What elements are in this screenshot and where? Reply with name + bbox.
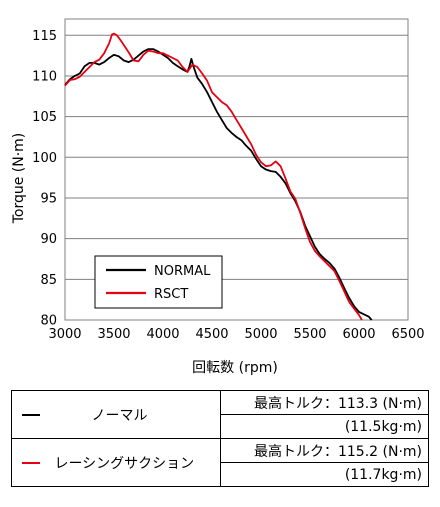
normal-line-swatch xyxy=(22,413,40,416)
legend-label-normal: NORMAL xyxy=(154,264,211,279)
series-line-normal xyxy=(64,48,373,321)
x-tick-label: 6500 xyxy=(391,327,424,342)
y-axis-title: Torque (N·m) xyxy=(11,133,27,225)
rsct-line-swatch xyxy=(22,461,40,464)
normal-max-torque: 最高トルク：113.3 (N·m) xyxy=(220,390,429,415)
y-tick-label: 95 xyxy=(40,191,57,206)
table-row: レーシングサクション 最高トルク：115.2 (N·m) xyxy=(11,438,429,487)
series-line-rsct xyxy=(64,32,363,321)
plot-area xyxy=(64,18,409,321)
y-tick-label: 110 xyxy=(32,69,57,84)
x-tick-label: 3500 xyxy=(97,327,130,342)
y-tick-label: 100 xyxy=(32,151,57,166)
legend-box xyxy=(94,255,223,309)
max-torque-table: ノーマル 最高トルク：113.3 (N·m) (11.5kg·m) レーシングサ… xyxy=(11,390,429,487)
x-tick-label: 5000 xyxy=(244,327,277,342)
row-name-cell: レーシングサクション xyxy=(11,438,221,487)
x-tick-label: 5500 xyxy=(293,327,326,342)
x-tick-label: 6000 xyxy=(342,327,375,342)
x-tick-label: 4500 xyxy=(195,327,228,342)
y-tick-label: 85 xyxy=(40,273,57,288)
rsct-max-torque: 最高トルク：115.2 (N·m) xyxy=(220,438,429,463)
rsct-name: レーシングサクション xyxy=(54,455,195,472)
normal-max-torque-kg: (11.5kg·m) xyxy=(220,414,429,439)
rsct-max-torque-kg: (11.7kg·m) xyxy=(220,462,429,487)
y-tick-label: 80 xyxy=(40,314,57,329)
y-tick-label: 115 xyxy=(32,29,57,44)
x-tick-label: 3000 xyxy=(48,327,81,342)
table-row: ノーマル 最高トルク：113.3 (N·m) xyxy=(11,390,429,439)
torque-chart: 80 85 90 95 100 105 110 115 3000 3500 4000 4500 500… xyxy=(11,18,425,376)
x-tick-label: 4000 xyxy=(146,327,179,342)
x-axis-title: 回転数 (rpm) xyxy=(192,360,278,376)
y-tick-label: 90 xyxy=(40,232,57,247)
normal-name: ノーマル xyxy=(91,407,148,424)
legend: NORMAL RSCT xyxy=(94,255,223,309)
table-row: (11.7kg·m) xyxy=(12,462,429,487)
legend-label-rsct: RSCT xyxy=(154,287,188,302)
y-tick-label: 105 xyxy=(32,110,57,125)
row-name-cell: ノーマル xyxy=(11,390,221,439)
